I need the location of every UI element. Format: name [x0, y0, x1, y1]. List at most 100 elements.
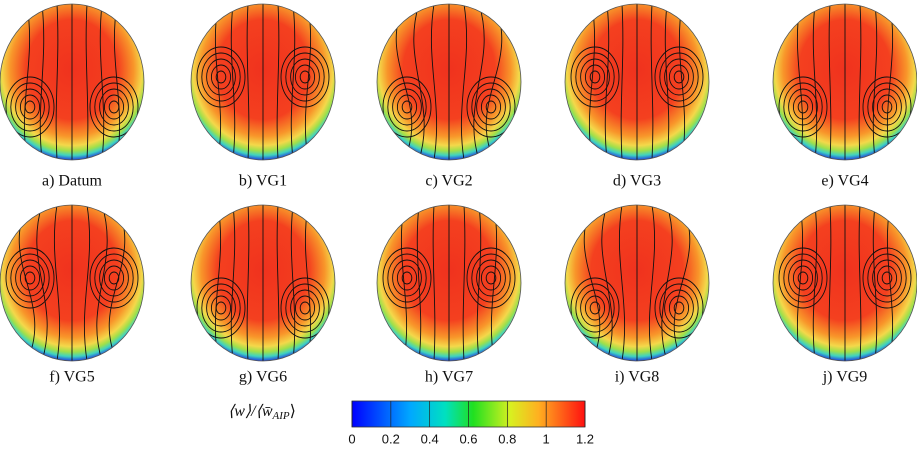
streamline	[230, 4, 236, 160]
vortex	[778, 247, 828, 309]
vortex	[210, 64, 232, 90]
streamline	[290, 205, 296, 361]
outline	[564, 204, 710, 362]
streamline	[85, 4, 89, 160]
vortex	[108, 271, 120, 285]
vortex	[24, 100, 36, 114]
streamline	[290, 4, 296, 160]
vortex	[575, 283, 615, 333]
vortex	[387, 253, 427, 303]
vortex	[792, 265, 814, 291]
vortex	[215, 70, 227, 84]
vortex	[290, 289, 320, 327]
vortex	[654, 46, 704, 108]
vortex	[867, 82, 907, 132]
streamline	[473, 4, 485, 160]
panel-caption: d) VG3	[613, 173, 661, 190]
streamline	[276, 4, 280, 160]
vortex	[654, 277, 704, 339]
streamline	[620, 4, 624, 160]
streamline	[39, 4, 45, 160]
vortex	[5, 247, 55, 309]
vortex	[792, 94, 814, 120]
outline	[0, 3, 145, 161]
vortex	[580, 289, 610, 327]
flow-panel	[773, 4, 917, 160]
outline	[190, 204, 336, 362]
vortex	[15, 88, 45, 126]
vortex	[575, 52, 615, 102]
vortex	[103, 265, 125, 291]
vortex	[480, 265, 502, 291]
vortex	[466, 247, 516, 309]
flow-panel	[191, 205, 335, 361]
flow-panel	[0, 4, 144, 160]
streamline	[246, 4, 250, 160]
flow-panel	[191, 4, 335, 160]
vortex	[396, 94, 418, 120]
streamline	[430, 4, 438, 160]
outline	[190, 3, 336, 161]
vortex	[290, 58, 320, 96]
vortex	[471, 82, 511, 132]
colorbar-tick-label: 0	[348, 431, 355, 446]
vortex	[664, 58, 694, 96]
vortex	[673, 301, 685, 315]
vortex	[788, 259, 818, 297]
streamline	[812, 4, 818, 160]
vortex	[382, 247, 432, 309]
vortex	[659, 283, 699, 333]
outline	[376, 3, 522, 161]
vortex	[108, 100, 120, 114]
vortex	[201, 283, 241, 333]
vortex	[10, 82, 50, 132]
flow-panel	[565, 205, 709, 361]
streamline	[858, 205, 862, 361]
vortex	[294, 64, 316, 90]
vortex	[589, 301, 601, 315]
streamline	[601, 205, 613, 361]
flow-panel	[565, 4, 709, 160]
vortex	[485, 100, 497, 114]
streamline	[246, 205, 250, 361]
streamline	[83, 205, 91, 361]
vortex	[201, 52, 241, 102]
streamline	[872, 205, 878, 361]
vortex	[89, 76, 139, 138]
vortex	[867, 253, 907, 303]
panel-caption: c) VG2	[425, 173, 472, 190]
streamline	[416, 205, 422, 361]
vortex	[280, 46, 330, 108]
vortex	[401, 100, 413, 114]
streamline	[476, 205, 482, 361]
vortex	[668, 295, 690, 321]
vortex	[19, 265, 41, 291]
streamline	[432, 205, 436, 361]
vortex	[401, 271, 413, 285]
streamline	[53, 205, 61, 361]
vortex	[664, 289, 694, 327]
vortex	[659, 52, 699, 102]
streamline	[413, 4, 425, 160]
vortex	[94, 253, 134, 303]
vortex	[89, 247, 139, 309]
streamline	[872, 4, 878, 160]
vortex	[387, 82, 427, 132]
streamline	[99, 4, 105, 160]
vortex	[872, 259, 902, 297]
vortex	[10, 253, 50, 303]
panel-caption: g) VG6	[239, 369, 287, 386]
vortex	[476, 259, 506, 297]
vortex	[797, 271, 809, 285]
colorbar-tick-label: 0.4	[421, 431, 439, 446]
colorbar-tick-label: 0.8	[498, 431, 516, 446]
vortex	[589, 70, 601, 84]
vortex	[476, 88, 506, 126]
vortex	[580, 58, 610, 96]
vortex	[99, 259, 129, 297]
vortex	[5, 76, 55, 138]
vortex	[797, 100, 809, 114]
vortex	[206, 58, 236, 96]
vortex	[584, 295, 606, 321]
vortex	[480, 94, 502, 120]
